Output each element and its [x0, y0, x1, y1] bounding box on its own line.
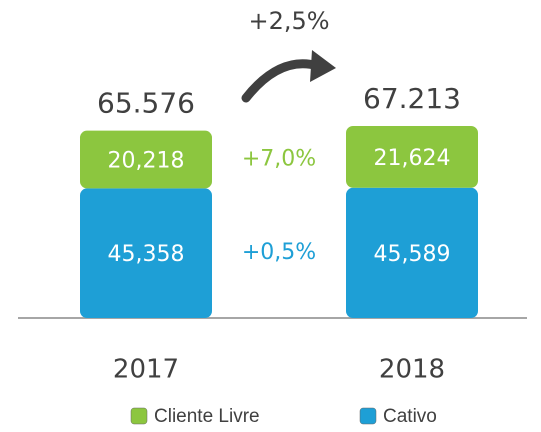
- legend-label: Cativo: [383, 406, 437, 427]
- bar-segment: [80, 130, 212, 189]
- value-label: 45,358: [108, 242, 185, 267]
- x-tick-label: 2018: [379, 355, 445, 385]
- bar-segment: [80, 188, 212, 318]
- value-label: 45,589: [374, 242, 451, 267]
- bar-segment: [346, 126, 478, 188]
- growth-arrowhead: [310, 50, 336, 82]
- total-label: 65.576: [97, 87, 195, 120]
- annotation: +0,5%: [242, 240, 316, 265]
- bar-segment: [346, 187, 478, 318]
- legend-label: Cliente Livre: [154, 406, 260, 427]
- legend-swatch: [130, 407, 148, 425]
- annotation: +7,0%: [242, 147, 316, 172]
- value-label: 20,218: [108, 149, 185, 174]
- annotation: +2,5%: [248, 7, 329, 35]
- total-label: 67.213: [363, 82, 461, 115]
- value-label: 21,624: [374, 146, 451, 171]
- x-tick-label: 2017: [113, 355, 179, 385]
- legend-swatch: [359, 407, 377, 425]
- growth-arrow: [241, 59, 323, 103]
